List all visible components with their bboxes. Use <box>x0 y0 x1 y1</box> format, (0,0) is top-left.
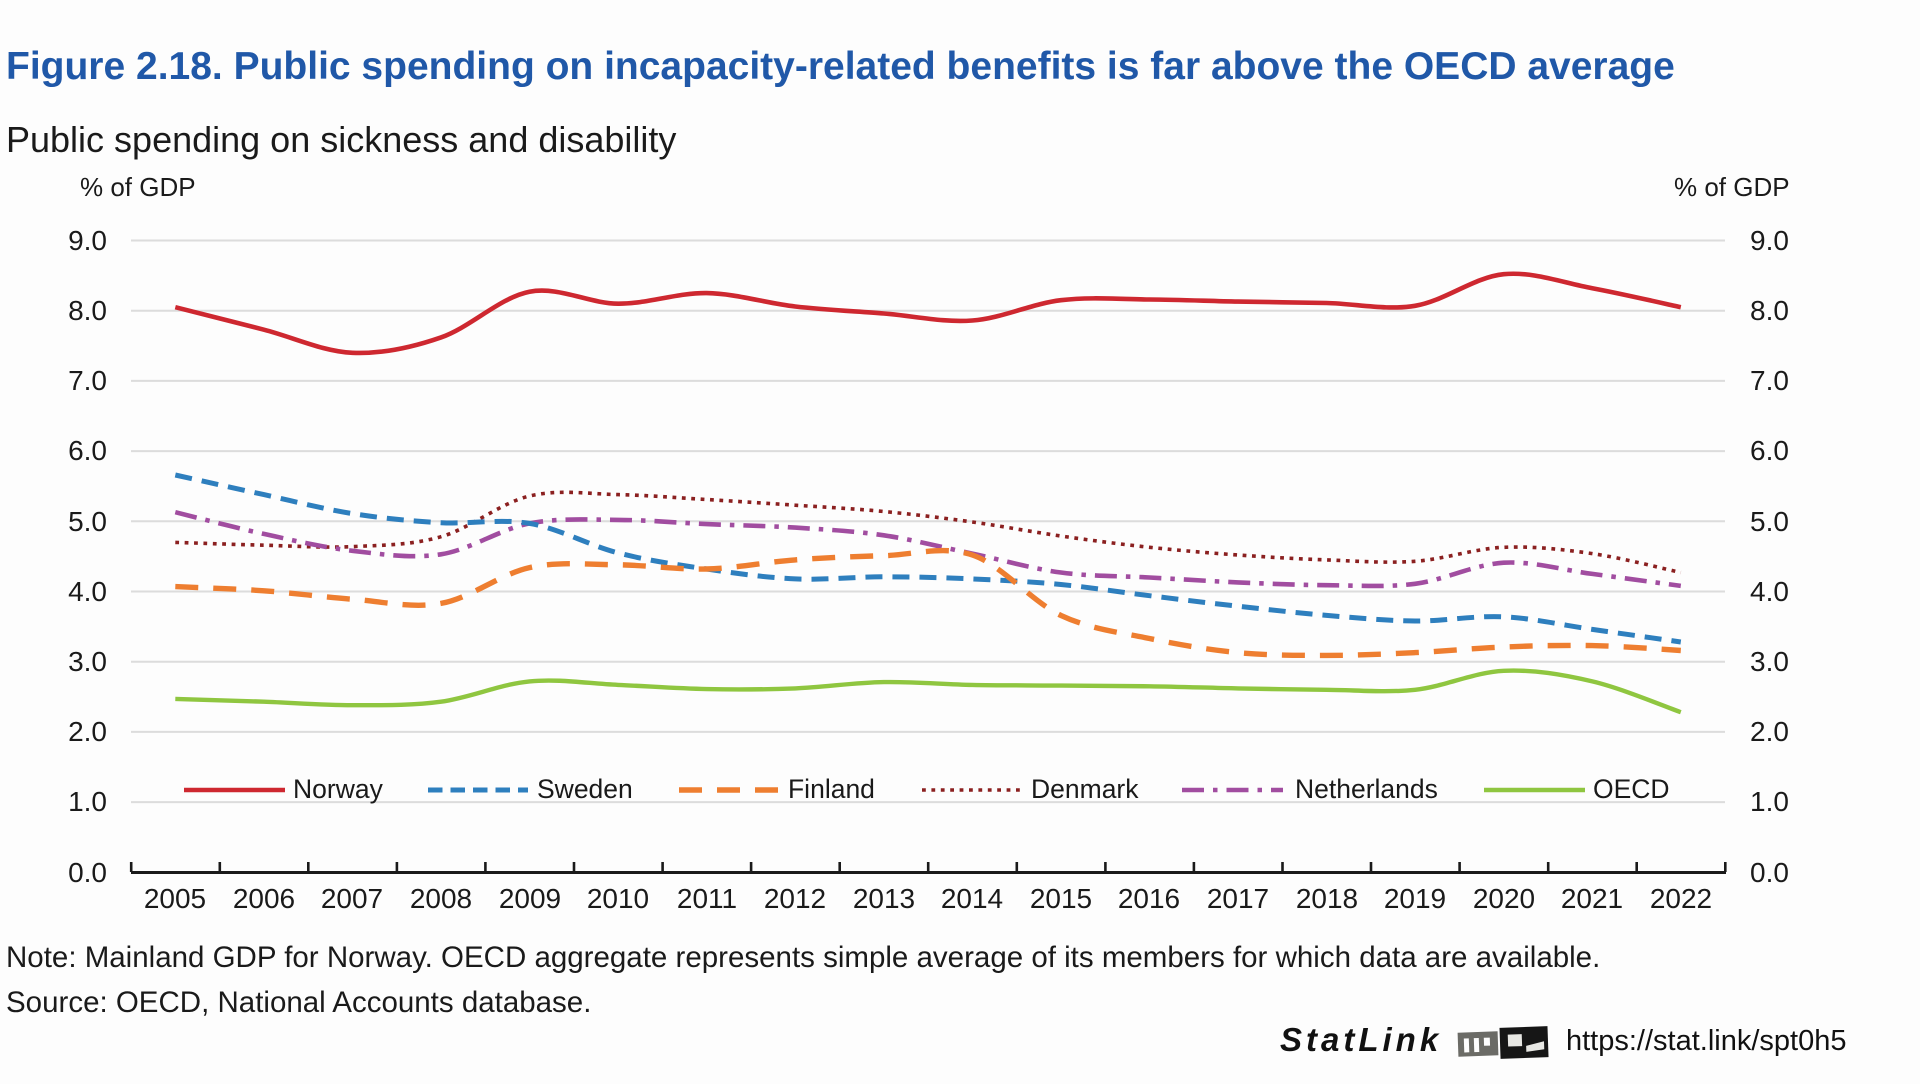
svg-text:2005: 2005 <box>144 883 206 914</box>
svg-text:3.0: 3.0 <box>68 646 107 677</box>
svg-text:Public spending on sickness an: Public spending on sickness and disabili… <box>6 119 676 160</box>
svg-text:5.0: 5.0 <box>1750 506 1789 537</box>
svg-text:3.0: 3.0 <box>1750 646 1789 677</box>
svg-text:Figure 2.18. Public spending o: Figure 2.18. Public spending on incapaci… <box>6 45 1675 88</box>
svg-text:Source: OECD, National Account: Source: OECD, National Accounts database… <box>6 986 591 1019</box>
svg-text:8.0: 8.0 <box>68 295 107 326</box>
svg-text:7.0: 7.0 <box>1750 365 1789 396</box>
svg-text:2.0: 2.0 <box>68 716 107 747</box>
svg-text:2012: 2012 <box>764 883 826 914</box>
svg-text:Sweden: Sweden <box>537 774 633 804</box>
svg-text:9.0: 9.0 <box>1750 225 1789 256</box>
svg-text:StatLink: StatLink <box>1280 1021 1442 1058</box>
svg-text:2013: 2013 <box>853 883 915 914</box>
svg-text:2009: 2009 <box>499 883 561 914</box>
svg-text:9.0: 9.0 <box>68 225 107 256</box>
svg-text:2022: 2022 <box>1650 883 1712 914</box>
svg-text:1.0: 1.0 <box>68 786 107 817</box>
svg-text:2016: 2016 <box>1118 883 1180 914</box>
svg-text:6.0: 6.0 <box>1750 435 1789 466</box>
svg-text:Finland: Finland <box>788 774 875 804</box>
svg-text:2017: 2017 <box>1207 883 1269 914</box>
svg-text:2018: 2018 <box>1296 883 1358 914</box>
svg-text:2015: 2015 <box>1030 883 1092 914</box>
svg-text:2019: 2019 <box>1384 883 1446 914</box>
svg-text:https://stat.link/spt0h5: https://stat.link/spt0h5 <box>1566 1025 1846 1057</box>
svg-text:0.0: 0.0 <box>1750 857 1789 888</box>
svg-text:1.0: 1.0 <box>1750 786 1789 817</box>
svg-text:2006: 2006 <box>233 883 295 914</box>
svg-text:8.0: 8.0 <box>1750 295 1789 326</box>
svg-text:2014: 2014 <box>941 883 1003 914</box>
svg-text:7.0: 7.0 <box>68 365 107 396</box>
svg-text:2010: 2010 <box>587 883 649 914</box>
svg-text:2007: 2007 <box>321 883 383 914</box>
svg-text:5.0: 5.0 <box>68 506 107 537</box>
svg-text:4.0: 4.0 <box>1750 576 1789 607</box>
svg-text:Note: Mainland GDP for Norway.: Note: Mainland GDP for Norway. OECD aggr… <box>6 941 1600 974</box>
svg-text:Norway: Norway <box>293 774 384 804</box>
svg-text:6.0: 6.0 <box>68 435 107 466</box>
svg-text:0.0: 0.0 <box>68 857 107 888</box>
svg-text:2020: 2020 <box>1473 883 1535 914</box>
svg-text:4.0: 4.0 <box>68 576 107 607</box>
svg-text:Denmark: Denmark <box>1031 774 1139 804</box>
svg-text:2011: 2011 <box>677 883 737 914</box>
svg-text:Netherlands: Netherlands <box>1295 774 1438 804</box>
svg-text:% of GDP: % of GDP <box>1674 172 1790 202</box>
svg-text:OECD: OECD <box>1593 774 1670 804</box>
svg-text:2.0: 2.0 <box>1750 716 1789 747</box>
svg-text:2021: 2021 <box>1561 883 1623 914</box>
svg-text:% of GDP: % of GDP <box>80 172 196 202</box>
svg-text:2008: 2008 <box>410 883 472 914</box>
